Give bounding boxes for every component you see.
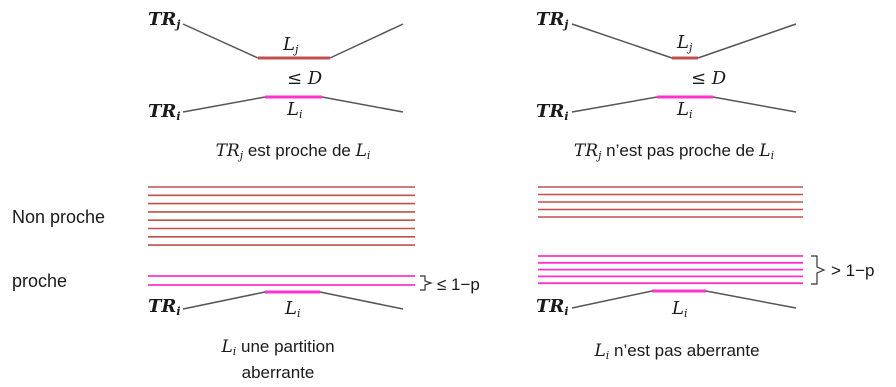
caption-left-bottom-line1: Li une partition <box>220 337 334 358</box>
row-label-proche: proche <box>12 271 67 291</box>
l-j-label: Lj <box>282 34 299 56</box>
tr-i-line-right <box>319 291 404 310</box>
threshold-label: ≤ 1−p <box>437 275 480 294</box>
threshold-label: > 1−p <box>831 261 875 280</box>
tr-i-label: TRi <box>148 101 181 123</box>
tr-i-label: TRi <box>536 296 569 318</box>
non-proche-lines <box>538 186 803 218</box>
caption-right-bottom: Li n’est pas aberrante <box>593 341 759 362</box>
tr-i-label: TRi <box>536 101 569 123</box>
tr-j-line-right <box>329 23 404 59</box>
right-top-panel: TRj Lj ≤ D TRi Li TRj n’est pas proche d… <box>536 9 797 162</box>
l-i-label: Li <box>676 99 692 121</box>
l-i-label: Li <box>286 99 302 121</box>
tr-i-line-left <box>182 291 266 310</box>
non-proche-lines <box>148 186 415 246</box>
tr-j-line-right <box>697 23 797 59</box>
threshold-brace <box>420 275 433 291</box>
row-label-non-proche: Non proche <box>12 207 105 227</box>
proche-lines <box>538 255 803 285</box>
left-bottom-panel: ≤ 1−p TRi Li Li une partition aberrante <box>148 186 480 382</box>
tr-i-line-right <box>321 96 404 113</box>
tr-i-line-left <box>571 96 658 113</box>
l-j-label: Lj <box>676 32 693 54</box>
tr-j-label: TRj <box>148 9 180 31</box>
tr-i-line-left <box>571 290 653 309</box>
caption-left-top: TRj est proche de Li <box>216 141 371 162</box>
right-bottom-panel: > 1−p TRi Li Li n’est pas aberrante <box>536 186 875 362</box>
caption-left-bottom-line2: aberrante <box>242 363 315 382</box>
proche-lines <box>148 275 415 286</box>
tr-i-line-right <box>712 96 797 113</box>
tr-i-line-left <box>182 96 266 113</box>
distance-label: ≤ D <box>691 68 727 89</box>
tr-i-line-right <box>705 290 797 309</box>
tr-j-label: TRj <box>536 9 568 31</box>
caption-right-top: TRj n’est pas proche de Li <box>574 141 774 162</box>
l-i-label: Li <box>671 298 687 320</box>
left-top-panel: TRj Lj ≤ D TRi Li TRj est proche de Li <box>148 9 404 162</box>
tr-j-line-left <box>182 23 259 59</box>
tr-j-line-left <box>571 23 673 59</box>
threshold-brace <box>811 255 826 285</box>
l-i-label: Li <box>284 298 300 320</box>
distance-label: ≤ D <box>287 68 323 89</box>
tr-i-label: TRi <box>148 296 181 318</box>
